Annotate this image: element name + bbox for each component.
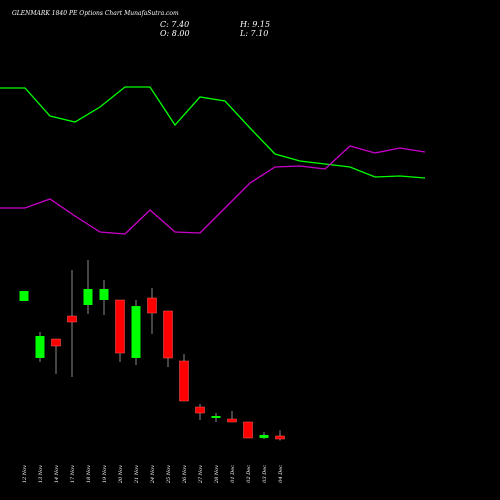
indicator-line [0, 145, 426, 235]
x-tick-label: 12 Nov [22, 465, 28, 483]
candle-body [243, 421, 253, 439]
x-tick-label: 21 Nov [134, 465, 140, 484]
x-tick-label: 24 Nov [150, 465, 156, 484]
candle-body [51, 338, 61, 347]
x-tick-label: 20 Nov [118, 465, 124, 484]
indicator-line [0, 86, 426, 179]
summary-open: O: 8.00 [160, 29, 190, 38]
summary-close: C: 7.40 [160, 20, 189, 29]
x-tick-label: 26 Nov [182, 465, 188, 484]
chart-title: GLENMARK 1840 PE Options Chart MunafaSut… [12, 10, 179, 17]
x-tick-label: 27 Nov [198, 465, 204, 484]
candle-body [83, 289, 93, 305]
x-tick-label: 03 Dec [262, 465, 268, 483]
candle-body [67, 315, 77, 323]
x-tick-label: 13 Nov [38, 465, 44, 483]
candle-body [227, 418, 237, 423]
candle-body [211, 416, 221, 418]
x-tick-label: 19 Nov [102, 465, 108, 483]
candle-body [195, 406, 205, 414]
candle-body [275, 435, 285, 440]
candle-body [99, 289, 109, 300]
candle-body [259, 435, 269, 438]
summary-low: L: 7.10 [239, 29, 268, 38]
summary-high: H: 9.15 [239, 20, 270, 29]
x-tick-label: 14 Nov [54, 465, 60, 483]
x-tick-label: 04 Dec [278, 465, 284, 483]
candle-body [147, 297, 157, 314]
candle-body [163, 310, 173, 359]
candle-body [115, 299, 125, 354]
candle-body [131, 306, 141, 358]
x-tick-label: 25 Nov [166, 465, 172, 484]
x-tick-label: 02 Dec [246, 465, 252, 483]
candle-body [19, 291, 29, 301]
candle-body [35, 336, 45, 358]
x-tick-label: 01 Dec [230, 465, 236, 483]
x-tick-label: 18 Nov [86, 465, 92, 483]
x-tick-label: 28 Nov [214, 465, 220, 484]
x-tick-label: 17 Nov [70, 465, 76, 483]
candle-body [179, 360, 189, 402]
